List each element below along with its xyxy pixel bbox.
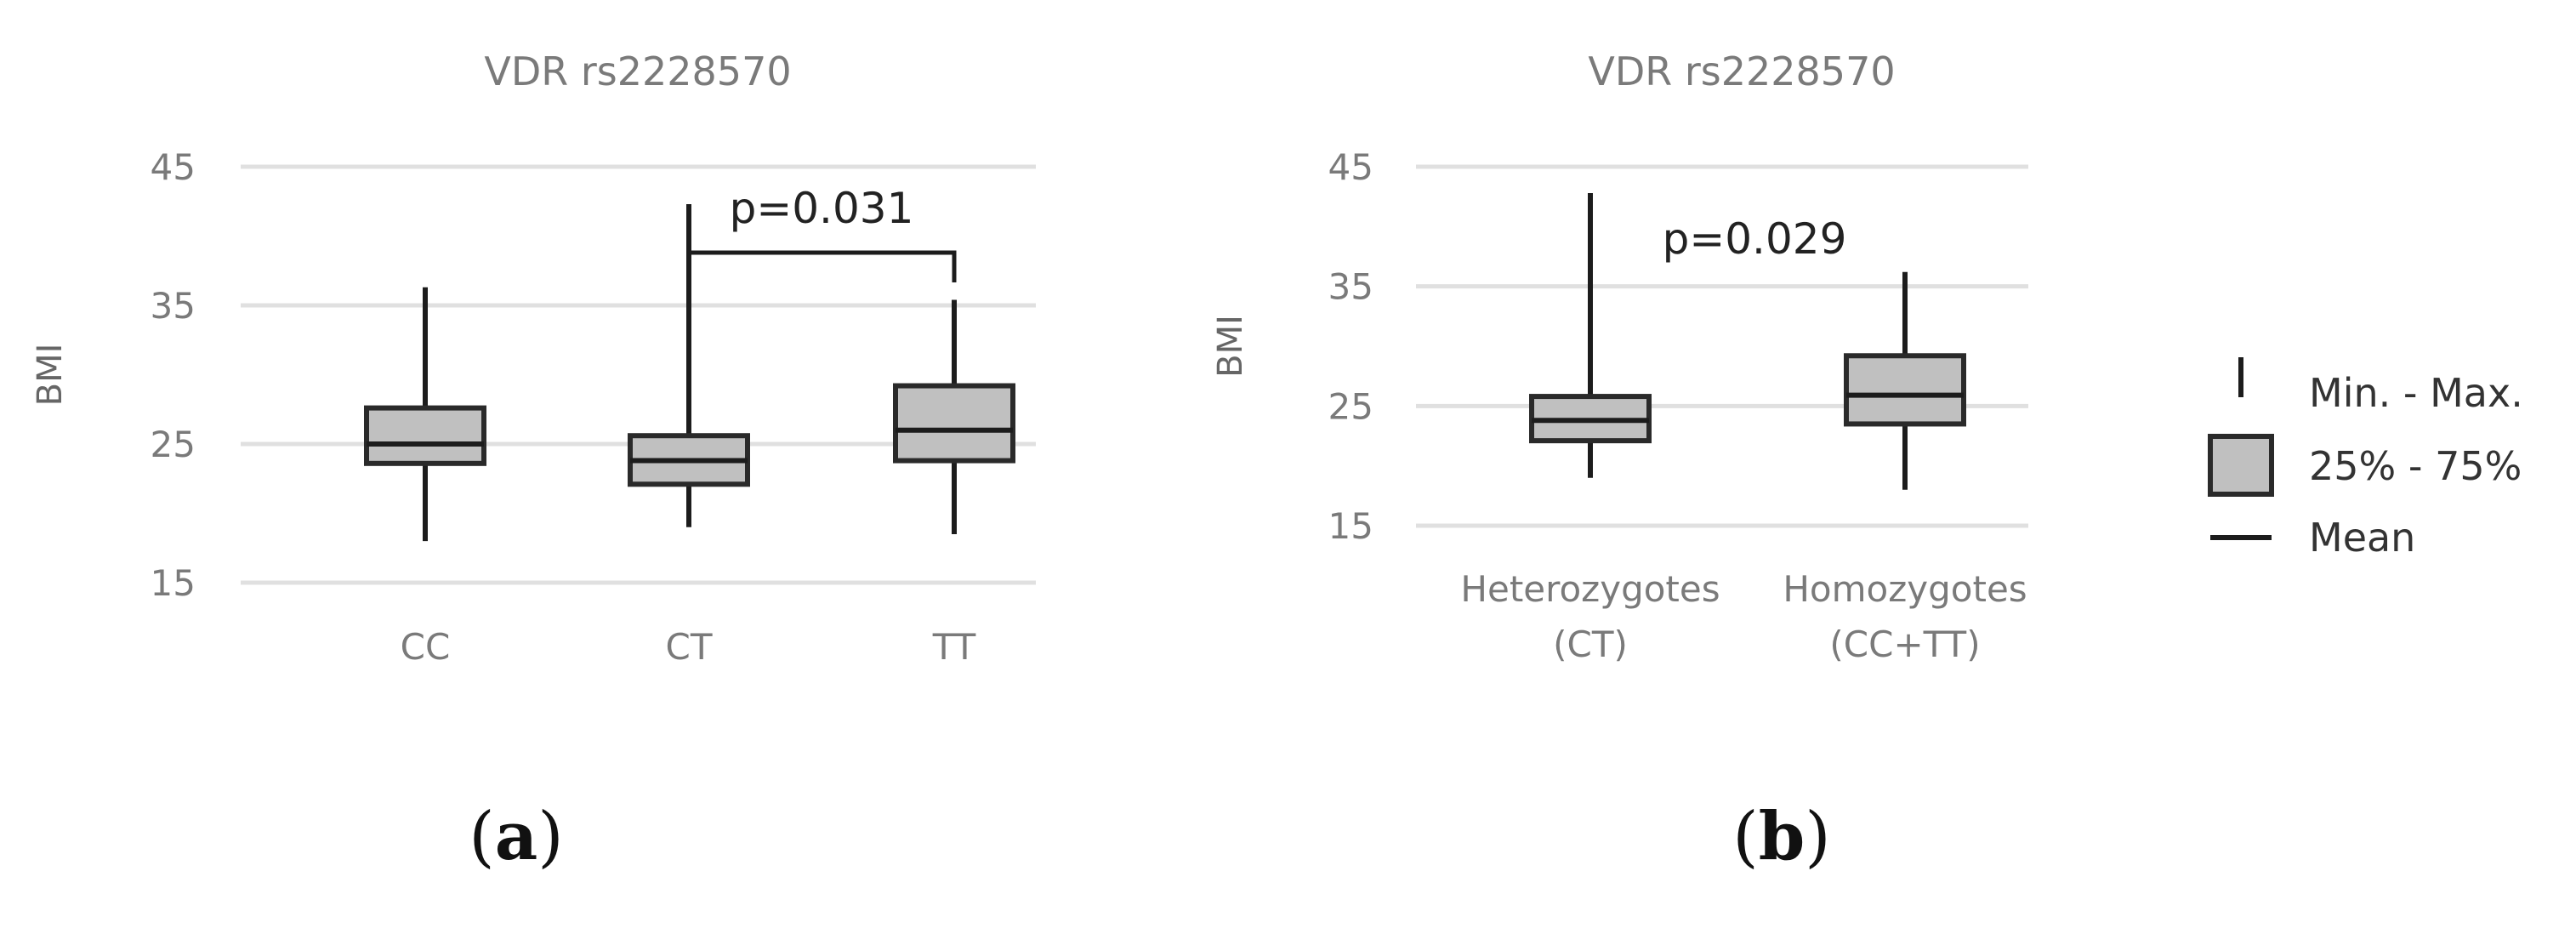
panel-label-paren: ( — [469, 799, 494, 875]
y-tick-label: 35 — [151, 285, 196, 327]
legend: Min. - Max. 25% - 75% Mean — [2208, 357, 2523, 561]
y-tick-label: 35 — [1328, 266, 1373, 308]
panel-label-letter: b — [1759, 798, 1805, 875]
y-axis-label: BMI — [1211, 315, 1250, 378]
p-value-label: p=0.031 — [730, 184, 914, 233]
x-category-label: Homozygotes — [1783, 568, 2027, 610]
y-tick-label: 15 — [151, 562, 196, 604]
chart-title: VDR rs2228570 — [484, 48, 791, 94]
legend-box-symbol — [2208, 434, 2274, 497]
chart-title: VDR rs2228570 — [1588, 48, 1895, 94]
panel-label-paren: ( — [1732, 799, 1758, 875]
box-iqr — [364, 405, 486, 466]
p-value-label: p=0.029 — [1663, 214, 1847, 264]
panel-label-paren: ) — [1805, 799, 1830, 875]
y-tick-label: 25 — [1328, 385, 1373, 427]
y-tick-label: 45 — [1328, 146, 1373, 188]
legend-label: Min. - Max. — [2309, 370, 2523, 416]
panel-label-letter: a — [495, 798, 538, 875]
x-category-label: CC — [401, 626, 451, 668]
panel-a: VDR rs2228570 BMI 15 25 35 45 CC CT TT p=0.031 — [31, 48, 1036, 668]
y-axis-label: BMI — [31, 344, 70, 407]
significance-bracket — [686, 250, 957, 282]
panel-label: (b) — [1732, 798, 1830, 875]
panel-label-paren: ) — [537, 799, 563, 875]
y-tick-label: 25 — [151, 424, 196, 465]
x-category-label: Heterozygotes — [1460, 568, 1720, 610]
panel-label: (a) — [469, 798, 563, 875]
y-tick-label: 45 — [151, 146, 196, 188]
x-category-label: CT — [666, 626, 713, 668]
legend-label: 25% - 75% — [2309, 443, 2522, 489]
y-tick-label: 15 — [1328, 505, 1373, 547]
panel-labels: (a) (b) — [469, 798, 1830, 875]
legend-label: Mean — [2309, 515, 2415, 561]
x-category-label: (CT) — [1553, 623, 1628, 665]
x-category-label: (CC+TT) — [1829, 623, 1980, 665]
box-iqr — [893, 383, 1015, 464]
panel-b: VDR rs2228570 BMI 15 25 35 45 Heterozygotes (CT… — [1211, 48, 2028, 665]
box-iqr — [1844, 353, 1966, 427]
x-category-label: TT — [932, 626, 976, 668]
